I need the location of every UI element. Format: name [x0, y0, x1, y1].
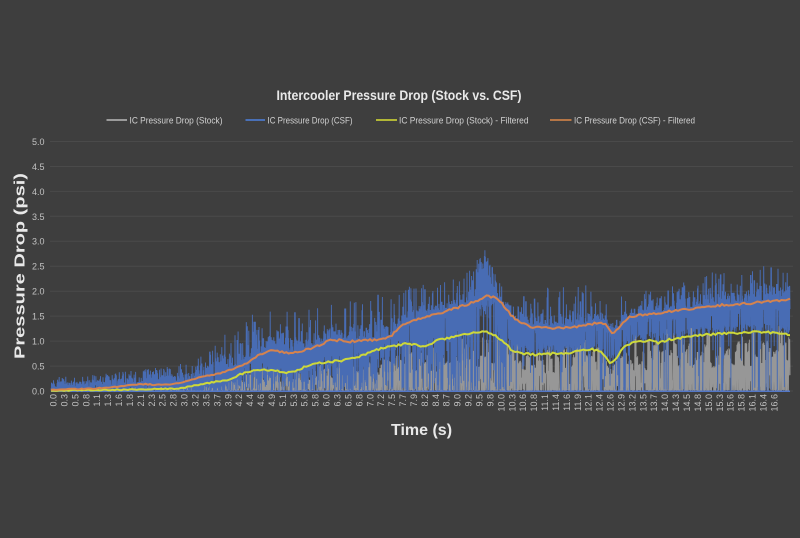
- svg-text:1.0: 1.0: [32, 337, 45, 347]
- svg-text:9.5: 9.5: [475, 394, 485, 407]
- svg-text:9.0: 9.0: [453, 394, 463, 407]
- svg-text:IC Pressure Drop (CSF): IC Pressure Drop (CSF): [268, 116, 353, 127]
- svg-text:1.5: 1.5: [32, 312, 45, 322]
- svg-text:4.0: 4.0: [32, 187, 45, 197]
- svg-text:15.3: 15.3: [715, 394, 725, 412]
- svg-text:1.6: 1.6: [114, 394, 124, 407]
- svg-text:6.3: 6.3: [333, 394, 343, 407]
- svg-text:11.4: 11.4: [551, 394, 561, 411]
- svg-text:13.5: 13.5: [638, 394, 648, 412]
- svg-text:7.0: 7.0: [365, 394, 375, 407]
- svg-text:12.4: 12.4: [595, 394, 605, 412]
- svg-text:10.0: 10.0: [496, 394, 506, 412]
- svg-text:9.8: 9.8: [485, 394, 495, 407]
- svg-text:4.5: 4.5: [32, 162, 45, 172]
- svg-text:14.8: 14.8: [693, 394, 703, 412]
- svg-text:16.4: 16.4: [759, 394, 769, 412]
- svg-text:11.1: 11.1: [540, 394, 550, 411]
- svg-text:4.6: 4.6: [256, 394, 266, 407]
- svg-text:IC Pressure Drop (Stock) - Fil: IC Pressure Drop (Stock) - Filtered: [399, 116, 529, 127]
- svg-text:5.6: 5.6: [300, 394, 310, 407]
- svg-text:Pressure Drop (psi): Pressure Drop (psi): [12, 173, 29, 359]
- svg-text:14.0: 14.0: [660, 394, 670, 412]
- svg-text:2.0: 2.0: [32, 287, 45, 297]
- svg-text:11.6: 11.6: [562, 394, 572, 411]
- svg-text:Intercooler Pressure Drop (Sto: Intercooler Pressure Drop (Stock vs. CSF…: [277, 87, 522, 103]
- svg-text:2.1: 2.1: [136, 394, 146, 407]
- svg-text:4.9: 4.9: [267, 394, 277, 407]
- svg-text:2.8: 2.8: [169, 394, 179, 407]
- svg-text:0.0: 0.0: [32, 386, 45, 396]
- svg-text:12.1: 12.1: [584, 394, 594, 412]
- svg-text:16.6: 16.6: [769, 394, 779, 412]
- svg-text:5.8: 5.8: [311, 394, 321, 407]
- svg-text:13.2: 13.2: [627, 394, 637, 412]
- svg-text:16.1: 16.1: [748, 394, 758, 412]
- svg-text:15.8: 15.8: [737, 394, 747, 412]
- svg-text:3.7: 3.7: [212, 394, 222, 407]
- svg-text:3.5: 3.5: [201, 394, 211, 407]
- svg-text:7.9: 7.9: [409, 394, 419, 407]
- svg-text:12.9: 12.9: [617, 394, 627, 412]
- svg-text:1.1: 1.1: [92, 394, 102, 407]
- svg-text:6.0: 6.0: [322, 394, 332, 407]
- svg-text:8.2: 8.2: [420, 394, 430, 407]
- svg-text:4.4: 4.4: [245, 394, 255, 407]
- svg-text:14.5: 14.5: [682, 394, 692, 412]
- svg-text:1.3: 1.3: [103, 394, 113, 407]
- svg-text:7.7: 7.7: [398, 394, 408, 407]
- svg-text:7.2: 7.2: [376, 394, 386, 407]
- svg-text:0.8: 0.8: [81, 394, 91, 407]
- svg-text:5.3: 5.3: [289, 394, 299, 407]
- svg-text:9.2: 9.2: [464, 394, 474, 407]
- svg-text:2.5: 2.5: [32, 262, 45, 272]
- svg-text:15.0: 15.0: [704, 394, 714, 412]
- svg-text:10.8: 10.8: [529, 394, 539, 412]
- svg-text:3.5: 3.5: [32, 212, 45, 222]
- svg-text:IC Pressure Drop (CSF) - Filte: IC Pressure Drop (CSF) - Filtered: [574, 116, 695, 127]
- svg-text:4.2: 4.2: [234, 394, 244, 407]
- svg-text:8.4: 8.4: [431, 394, 441, 407]
- svg-text:2.5: 2.5: [158, 394, 168, 407]
- svg-text:Time (s): Time (s): [391, 422, 452, 439]
- svg-text:3.2: 3.2: [191, 394, 201, 407]
- svg-text:7.5: 7.5: [387, 394, 397, 407]
- svg-text:0.3: 0.3: [59, 394, 69, 407]
- svg-text:0.0: 0.0: [49, 394, 59, 407]
- svg-text:10.3: 10.3: [507, 394, 517, 412]
- svg-text:5.1: 5.1: [278, 394, 288, 407]
- svg-text:6.8: 6.8: [354, 394, 364, 407]
- svg-text:IC Pressure Drop (Stock): IC Pressure Drop (Stock): [130, 116, 223, 127]
- svg-text:3.9: 3.9: [223, 394, 233, 407]
- svg-text:13.7: 13.7: [649, 394, 659, 412]
- svg-text:2.3: 2.3: [147, 394, 157, 407]
- svg-text:1.8: 1.8: [125, 394, 135, 407]
- svg-text:12.6: 12.6: [606, 394, 616, 412]
- svg-text:0.5: 0.5: [70, 394, 80, 407]
- svg-text:14.3: 14.3: [671, 394, 681, 412]
- svg-text:5.0: 5.0: [32, 137, 45, 147]
- svg-text:3.0: 3.0: [180, 394, 190, 407]
- svg-text:8.7: 8.7: [442, 394, 452, 407]
- svg-text:3.0: 3.0: [32, 237, 45, 247]
- svg-text:6.5: 6.5: [343, 394, 353, 407]
- svg-text:0.5: 0.5: [32, 361, 45, 371]
- svg-text:11.9: 11.9: [573, 394, 583, 411]
- svg-text:15.6: 15.6: [726, 394, 736, 412]
- svg-text:10.6: 10.6: [518, 394, 528, 412]
